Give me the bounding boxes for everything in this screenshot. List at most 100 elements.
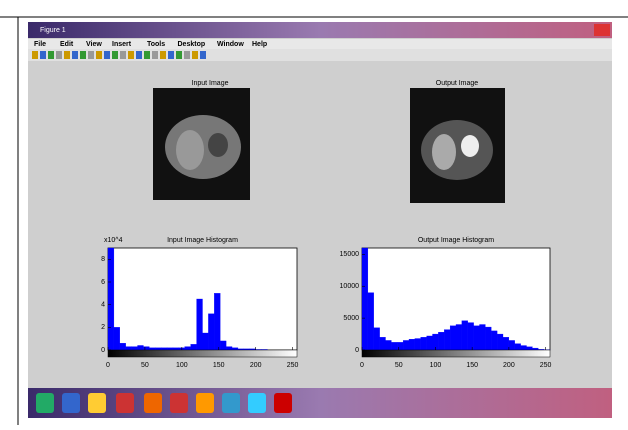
bar	[226, 347, 232, 350]
bar	[108, 248, 114, 350]
title-bar	[28, 22, 612, 38]
bar	[214, 293, 220, 350]
taskbar	[28, 388, 612, 418]
menu-item[interactable]: Insert	[112, 41, 132, 48]
task-icon[interactable]	[196, 393, 214, 413]
bar	[427, 336, 433, 350]
window	[28, 22, 612, 418]
bar	[191, 344, 197, 350]
bar	[409, 339, 415, 350]
y-tick-label: 0	[101, 347, 105, 354]
menu-item[interactable]: Help	[252, 41, 267, 48]
tool-icon[interactable]	[72, 51, 78, 59]
bar	[438, 332, 444, 350]
bar	[532, 348, 538, 350]
bar	[167, 348, 173, 350]
bar	[444, 330, 450, 350]
task-icon[interactable]	[116, 393, 134, 413]
bar	[149, 348, 155, 350]
x-tick-label: 100	[176, 362, 188, 369]
menu-item[interactable]: File	[34, 41, 46, 48]
bar	[203, 333, 209, 350]
tool-icon[interactable]	[168, 51, 174, 59]
task-icon[interactable]	[88, 393, 106, 413]
bar	[143, 347, 149, 350]
bar	[503, 337, 509, 350]
y-tick-label: 6	[101, 279, 105, 286]
window-title: Figure 1	[40, 27, 66, 34]
tool-icon[interactable]	[56, 51, 62, 59]
tool-icon[interactable]	[184, 51, 190, 59]
tool-icon[interactable]	[112, 51, 118, 59]
tool-icon[interactable]	[144, 51, 150, 59]
y-exponent: x10^4	[104, 237, 123, 244]
close-button[interactable]	[594, 24, 610, 36]
bar	[468, 323, 474, 350]
bar	[368, 293, 374, 350]
task-icon[interactable]	[274, 393, 292, 413]
tool-icon[interactable]	[48, 51, 54, 59]
bar	[374, 328, 380, 350]
menu-item[interactable]: Edit	[60, 41, 74, 48]
bar	[161, 348, 167, 350]
x-tick-label: 100	[430, 362, 442, 369]
bar	[391, 342, 397, 350]
bar	[403, 340, 409, 350]
task-icon[interactable]	[222, 393, 240, 413]
bar	[450, 326, 456, 350]
x-tick-label: 0	[360, 362, 364, 369]
y-tick-label: 15000	[340, 251, 360, 258]
menu-item[interactable]: Desktop	[178, 41, 206, 48]
tool-icon[interactable]	[192, 51, 198, 59]
y-tick-label: 4	[101, 302, 105, 309]
tool-icon[interactable]	[176, 51, 182, 59]
bar	[185, 347, 191, 350]
bar	[521, 346, 527, 350]
tool-icon[interactable]	[88, 51, 94, 59]
task-icon[interactable]	[170, 393, 188, 413]
bar	[132, 347, 138, 350]
bar	[474, 326, 480, 350]
panel-title: Output Image	[436, 80, 479, 87]
bar	[138, 345, 144, 350]
task-icon[interactable]	[36, 393, 54, 413]
bar	[397, 342, 403, 350]
task-icon[interactable]	[144, 393, 162, 413]
y-tick-label: 10000	[340, 283, 360, 290]
tool-icon[interactable]	[120, 51, 126, 59]
menu-item[interactable]: Tools	[147, 41, 165, 48]
bar	[380, 337, 386, 350]
x-tick-label: 250	[287, 362, 299, 369]
menu-item[interactable]: Window	[217, 41, 244, 48]
bar	[197, 299, 203, 350]
tool-icon[interactable]	[160, 51, 166, 59]
tool-icon[interactable]	[40, 51, 46, 59]
tool-icon[interactable]	[96, 51, 102, 59]
bar	[515, 344, 521, 350]
tool-icon[interactable]	[200, 51, 206, 59]
y-tick-label: 8	[101, 256, 105, 263]
bar	[415, 339, 421, 350]
tool-icon[interactable]	[64, 51, 70, 59]
x-tick-label: 50	[395, 362, 403, 369]
task-icon[interactable]	[62, 393, 80, 413]
tool-icon[interactable]	[104, 51, 110, 59]
bar	[155, 348, 161, 350]
tool-icon[interactable]	[152, 51, 158, 59]
task-icon[interactable]	[248, 393, 266, 413]
tool-icon[interactable]	[32, 51, 38, 59]
tool-icon[interactable]	[136, 51, 142, 59]
colorbar	[362, 350, 550, 357]
x-tick-label: 150	[466, 362, 478, 369]
x-tick-label: 0	[106, 362, 110, 369]
menu-item[interactable]: View	[86, 41, 102, 48]
bar	[509, 340, 515, 350]
bar	[497, 334, 503, 350]
bar	[480, 325, 486, 351]
bar	[421, 337, 427, 350]
tool-icon[interactable]	[128, 51, 134, 59]
tool-icon[interactable]	[80, 51, 86, 59]
x-tick-label: 250	[540, 362, 552, 369]
y-tick-label: 0	[355, 347, 359, 354]
